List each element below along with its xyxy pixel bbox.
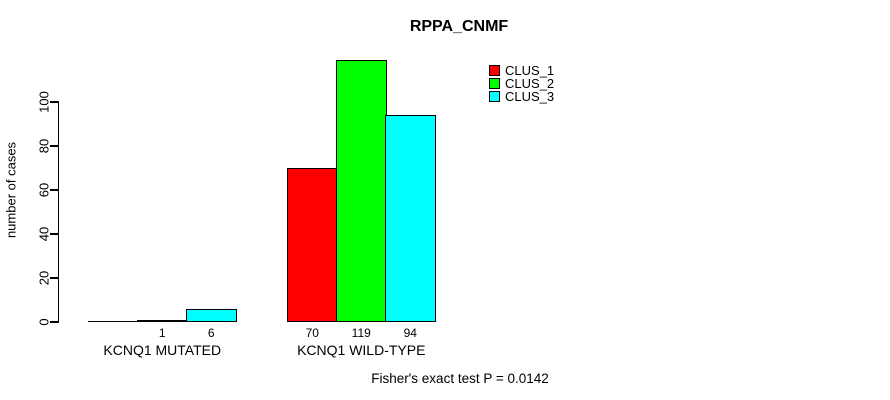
legend-swatch-clus_3 (489, 91, 500, 102)
y-tick-label: 100 (36, 91, 52, 113)
bar-clus_2-group1 (137, 319, 188, 322)
bar-clus_3-group1 (186, 308, 237, 322)
bar-value-label: 70 (305, 326, 319, 340)
y-tick-label: 40 (36, 226, 52, 242)
chart-title: RPPA_CNMF (409, 18, 509, 35)
legend-label-clus_3: CLUS_3 (505, 89, 555, 104)
y-tick-label: 20 (36, 270, 52, 286)
bar-value-label: 1 (158, 326, 166, 340)
bar-clus_2-group2 (336, 60, 387, 322)
y-tick-label: 80 (36, 138, 52, 154)
bar-clus_1-group1 (88, 320, 139, 322)
y-tick-label: 0 (36, 318, 52, 326)
y-tick (50, 233, 58, 235)
bar-clus_1-group2 (287, 168, 338, 322)
bar-value-label: 119 (351, 326, 371, 340)
y-tick (50, 321, 58, 323)
y-tick (50, 189, 58, 191)
legend-label-clus_1: CLUS_1 (505, 63, 555, 78)
annotation-fisher-test: Fisher's exact test P = 0.0142 (371, 371, 549, 386)
legend-label-clus_2: CLUS_2 (505, 76, 555, 91)
category-label: KCNQ1 WILD-TYPE (297, 342, 426, 358)
category-label: KCNQ1 MUTATED (103, 342, 222, 358)
y-tick (50, 101, 58, 103)
y-tick (50, 277, 58, 279)
legend-swatch-clus_2 (489, 78, 500, 89)
y-tick (50, 145, 58, 147)
bar-value-label: 94 (403, 326, 417, 340)
bar-clus_3-group2 (385, 115, 436, 322)
y-tick-label: 60 (36, 182, 52, 198)
bar-value-label: 6 (207, 326, 215, 340)
legend-swatch-clus_1 (489, 65, 500, 76)
y-axis-line (57, 101, 59, 323)
